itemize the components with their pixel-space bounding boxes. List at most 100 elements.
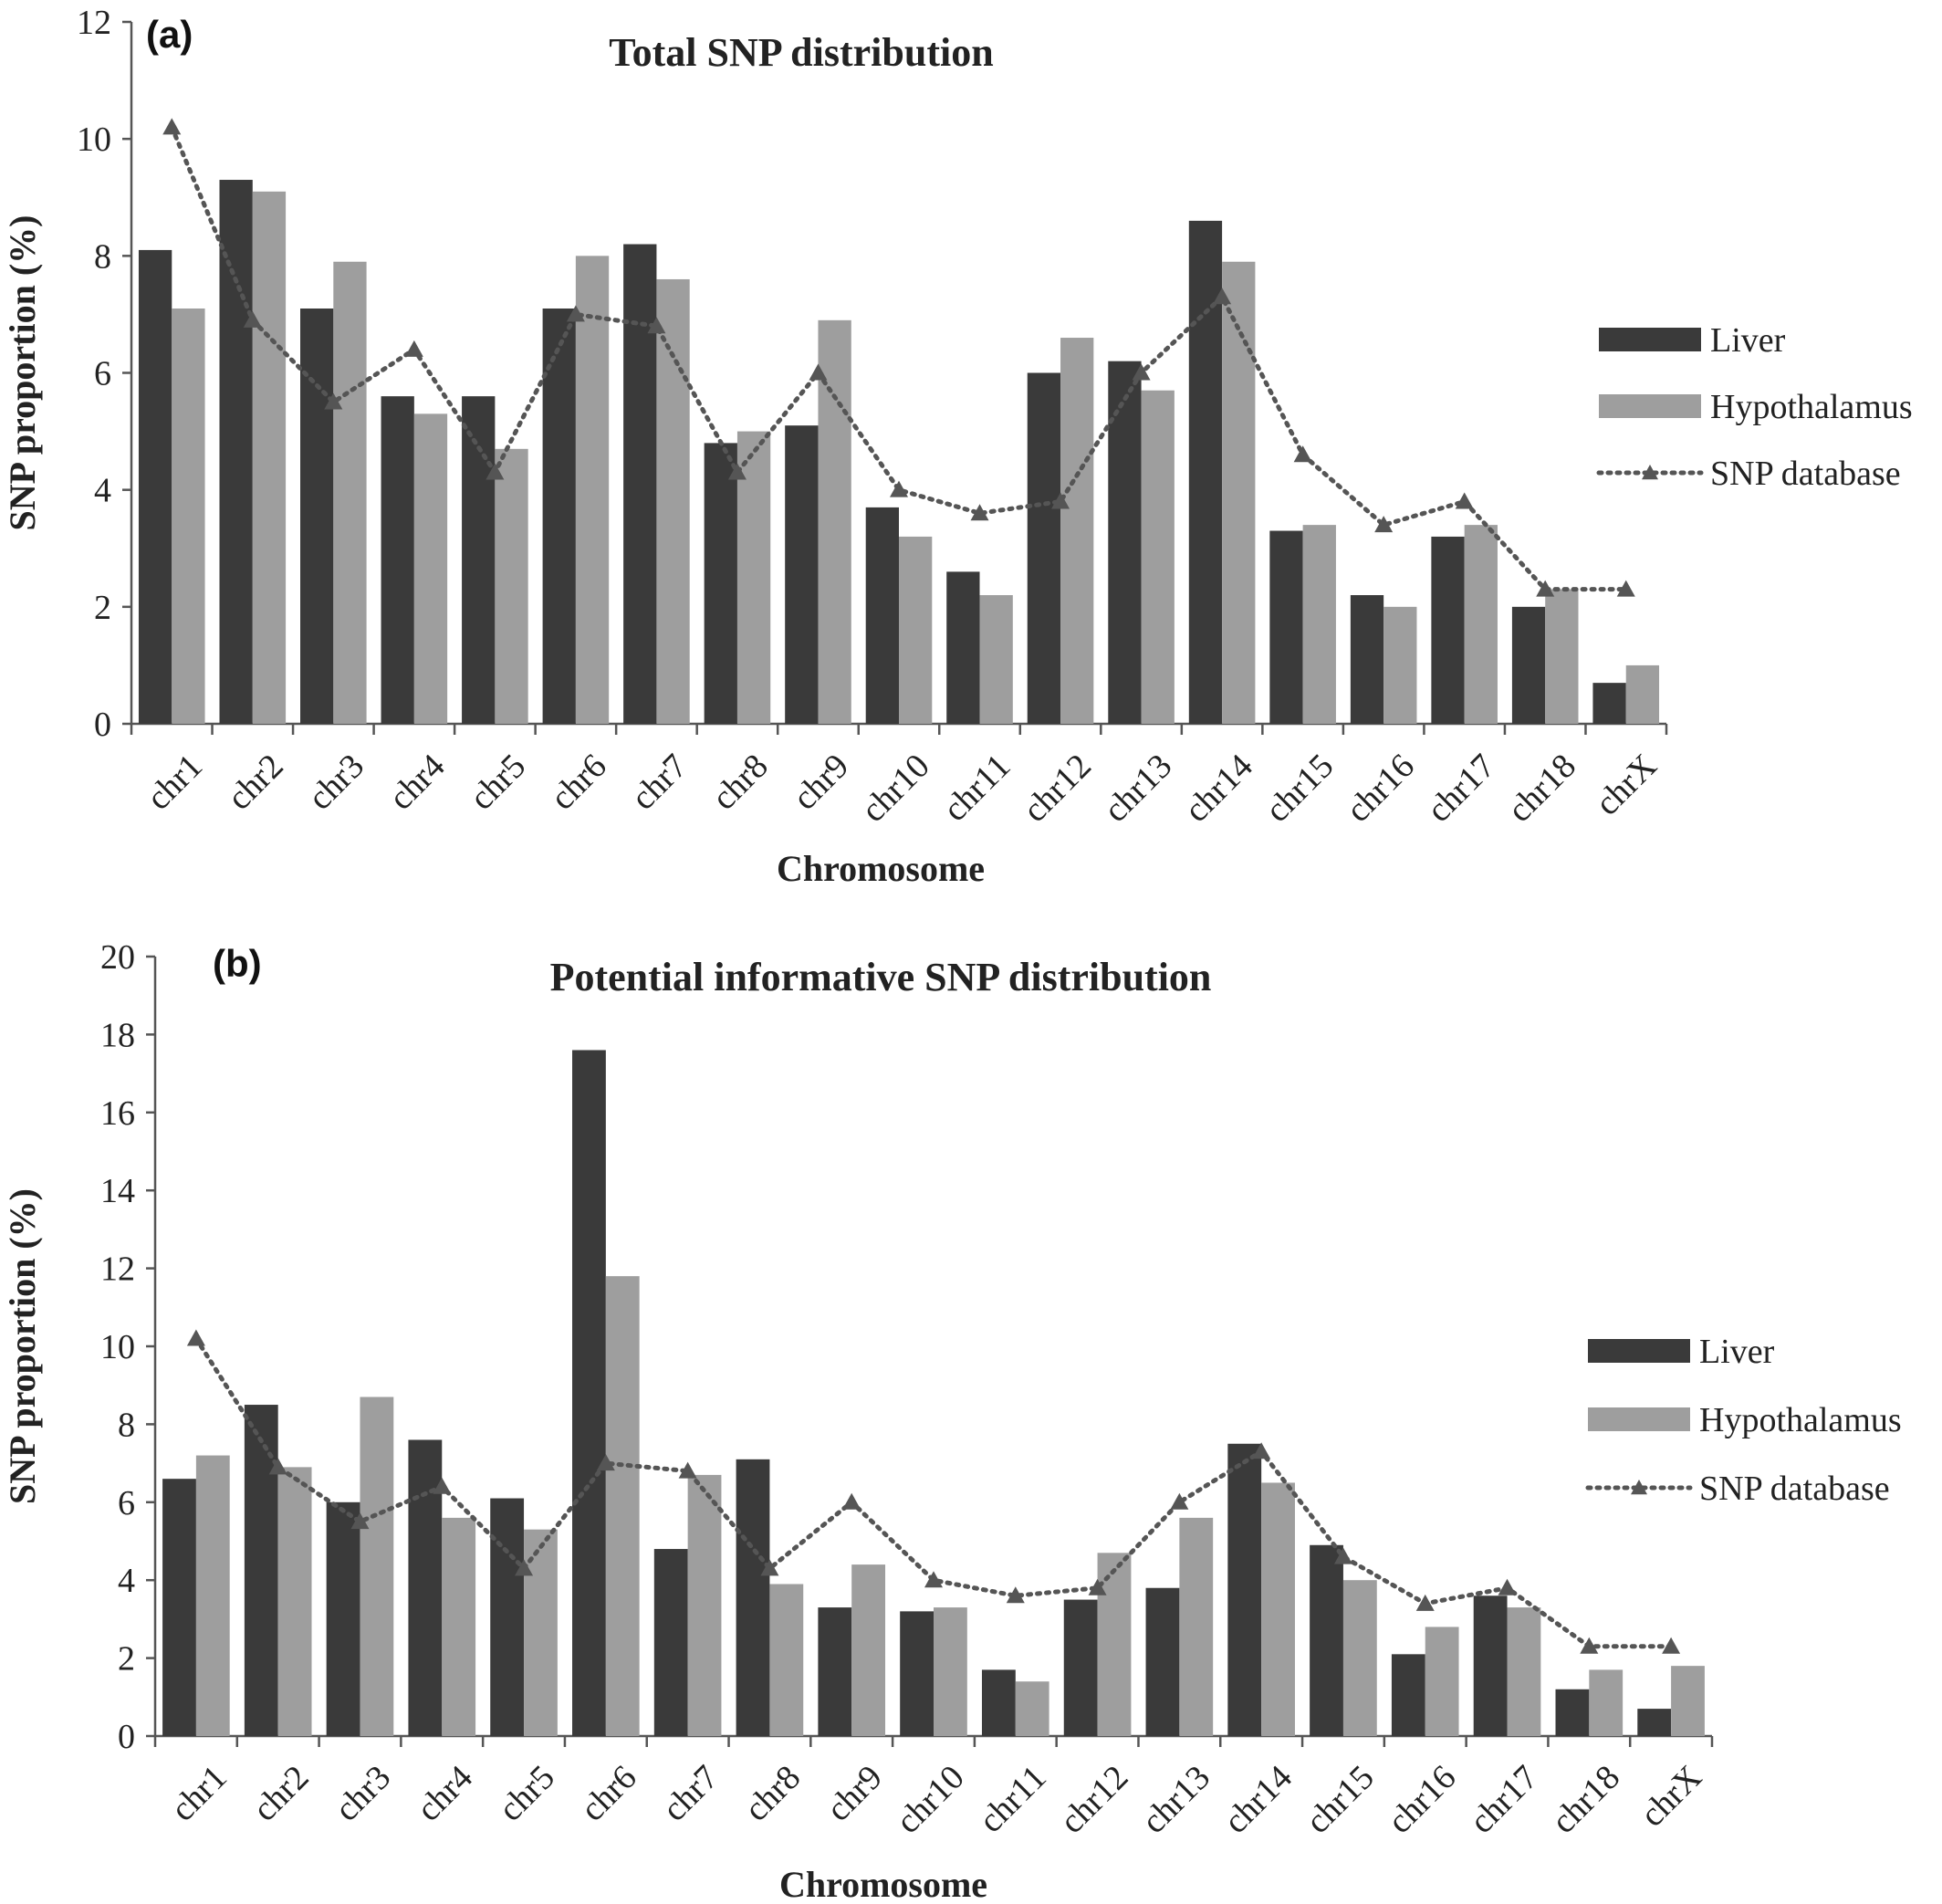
y-tick-label: 18 [100,1016,135,1054]
bar-hypothalamus-chr11 [1015,1681,1049,1736]
snp-database-marker-chr6 [596,1454,615,1471]
x-tick-label-chr1: chr1 [140,747,210,817]
bar-liver-chr14 [1227,1443,1262,1736]
chart-title: Total SNP distribution [609,30,993,75]
snp-database-marker-chr5 [515,1559,534,1576]
x-tick-label-chr4: chr4 [381,747,452,817]
snp-database-marker-chr12 [1051,492,1070,509]
snp-database-marker-chr15 [1293,445,1312,463]
bar-liver-chr9 [785,425,819,724]
bar-liver-chr13 [1145,1587,1180,1736]
bar-hypothalamus-chr1 [172,309,205,724]
x-tick-label-chr2: chr2 [245,1758,316,1828]
x-tick-label-chr11: chr11 [935,747,1018,829]
x-tick-label-chr14: chr14 [1216,1758,1300,1841]
bar-liver-chr18 [1511,606,1546,724]
x-tick-label-chr7: chr7 [624,747,694,817]
chart-title: Potential informative SNP distribution [550,955,1212,999]
x-tick-label-chr3: chr3 [328,1758,398,1828]
legend: Liver Hypothalamus SNP database [1596,321,1913,493]
x-tick-label-chr12: chr12 [1053,1758,1136,1841]
bar-liver-chrX [1592,683,1626,724]
y-tick-label: 12 [100,1250,135,1289]
bar-liver-chr4 [408,1439,443,1736]
bar-liver-chr12 [1027,372,1061,724]
bar-hypothalamus-chr3 [360,1397,394,1736]
snp-database-marker-chr16 [1374,516,1394,533]
x-tick-label-chr18: chr18 [1544,1758,1627,1841]
bar-liver-chr17 [1431,536,1465,724]
snp-database-marker-chr13 [1170,1492,1189,1510]
snp-database-marker-chr12 [1088,1578,1107,1595]
snp-database-marker-chr11 [970,504,989,521]
y-tick-label: 20 [100,938,135,977]
x-tick-label-chr5: chr5 [463,747,533,817]
panel-label: (a) [146,13,193,56]
snp-database-marker-chr5 [486,463,505,480]
y-tick-label: 10 [100,1328,135,1366]
bar-liver-chr7 [623,244,657,724]
bar-liver-chr1 [162,1479,196,1736]
y-tick-label: 16 [100,1094,135,1133]
legend-swatch-liver [1588,1339,1690,1363]
bar-liver-chr18 [1555,1689,1590,1736]
bar-liver-chr2 [219,180,253,724]
legend: Liver Hypothalamus SNP database [1585,1333,1902,1508]
bar-liver-chr7 [653,1549,688,1736]
y-tick-label: 8 [118,1406,135,1444]
x-tick-label-chr1: chr1 [163,1758,234,1828]
x-tick-label-chr9: chr9 [820,1758,890,1828]
bar-liver-chr8 [704,443,737,724]
y-tick-label: 4 [94,472,111,510]
snp-database-marker-chr7 [678,1461,697,1479]
bar-hypothalamus-chr10 [934,1607,967,1736]
snp-database-marker-chr10 [924,1571,943,1588]
legend-swatch-liver [1599,328,1701,351]
snp-database-marker-chr2 [268,1458,287,1475]
bar-liver-chr15 [1310,1544,1343,1736]
bar-liver-chr15 [1269,530,1303,724]
bar-liver-chr5 [490,1498,525,1736]
x-tick-label-chr16: chr16 [1339,747,1422,830]
snp-database-marker-chr4 [433,1477,452,1494]
x-tick-label-chr15: chr15 [1299,1758,1382,1841]
snp-database-marker-chr4 [404,340,423,357]
bar-liver-chr14 [1188,220,1223,725]
legend-swatch-hypothalamus [1599,394,1701,418]
legend-label-hypothalamus: Hypothalamus [1699,1401,1902,1439]
snp-database-marker-chr17 [1455,492,1474,509]
y-tick-label: 10 [77,120,111,159]
bar-hypothalamus-chr13 [1141,390,1175,724]
x-tick-label-chr10: chr10 [854,747,937,830]
x-tick-label-chr4: chr4 [410,1758,480,1828]
bar-hypothalamus-chr12 [1097,1553,1132,1736]
bar-liver-chr1 [138,249,172,724]
snp-database-marker-chr1 [186,1329,205,1346]
bar-hypothalamus-chr16 [1383,606,1417,724]
bar-liver-chr16 [1391,1654,1425,1736]
x-tick-label-chr13: chr13 [1097,747,1180,830]
bar-liver-chr13 [1108,361,1142,724]
x-tick-label-chr6: chr6 [573,1758,643,1828]
x-tick-label-chr7: chr7 [655,1758,726,1828]
bar-hypothalamus-chr9 [818,319,851,724]
bar-liver-chr4 [381,396,414,724]
bar-hypothalamus-chr6 [605,1276,640,1736]
bar-hypothalamus-chr6 [575,256,610,724]
snp-database-marker-chr1 [162,118,182,135]
snp-database-marker-chr6 [566,305,585,322]
snp-database-marker-chr14 [1252,1442,1271,1459]
x-tick-label-chr9: chr9 [786,747,856,817]
legend-marker-snp-database [1631,1480,1647,1495]
y-tick-label: 0 [94,706,111,744]
snp-database-marker-chr15 [1333,1547,1352,1564]
bar-hypothalamus-chr17 [1507,1607,1541,1736]
snp-database-marker-chr8 [727,463,747,480]
x-tick-label-chr11: chr11 [972,1758,1054,1840]
legend-label-liver: Liver [1710,321,1786,360]
bar-hypothalamus-chr14 [1222,261,1256,724]
legend-label-snp-database: SNP database [1699,1470,1890,1508]
bar-hypothalamus-chr4 [413,413,448,724]
x-tick-label-chrX: chrX [1634,1758,1709,1834]
